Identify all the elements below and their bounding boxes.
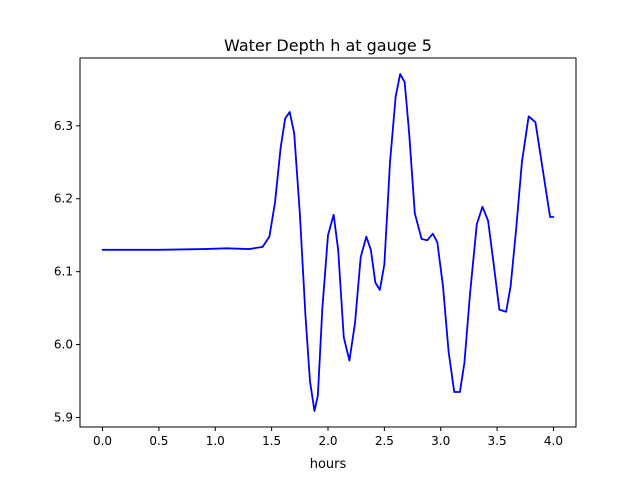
y-axis: 5.9 6.0 6.1 6.2 6.3	[54, 119, 80, 425]
chart-title: Water Depth h at gauge 5	[224, 36, 432, 55]
y-tick-label: 6.0	[54, 338, 73, 352]
axes-frame	[79, 57, 577, 428]
x-tick-label: 1.5	[262, 434, 281, 448]
x-tick-label: 3.5	[488, 434, 507, 448]
x-tick-label: 1.0	[206, 434, 225, 448]
x-tick-label: 2.0	[318, 434, 337, 448]
y-tick-label: 6.1	[54, 265, 73, 279]
y-tick-label: 6.3	[54, 119, 73, 133]
x-axis: 0.0 0.5 1.0 1.5 2.0 2.5 3.0 3.5 4.0	[93, 427, 563, 448]
y-tick-label: 6.2	[54, 192, 73, 206]
y-tick-label: 5.9	[54, 411, 73, 425]
plot-area	[101, 73, 555, 412]
x-tick-label: 0.5	[149, 434, 168, 448]
x-tick-label: 0.0	[93, 434, 112, 448]
x-tick-label: 2.5	[375, 434, 394, 448]
x-axis-label: hours	[310, 457, 347, 472]
series-line	[101, 73, 555, 412]
x-tick-label: 3.0	[431, 434, 450, 448]
x-tick-label: 4.0	[544, 434, 563, 448]
